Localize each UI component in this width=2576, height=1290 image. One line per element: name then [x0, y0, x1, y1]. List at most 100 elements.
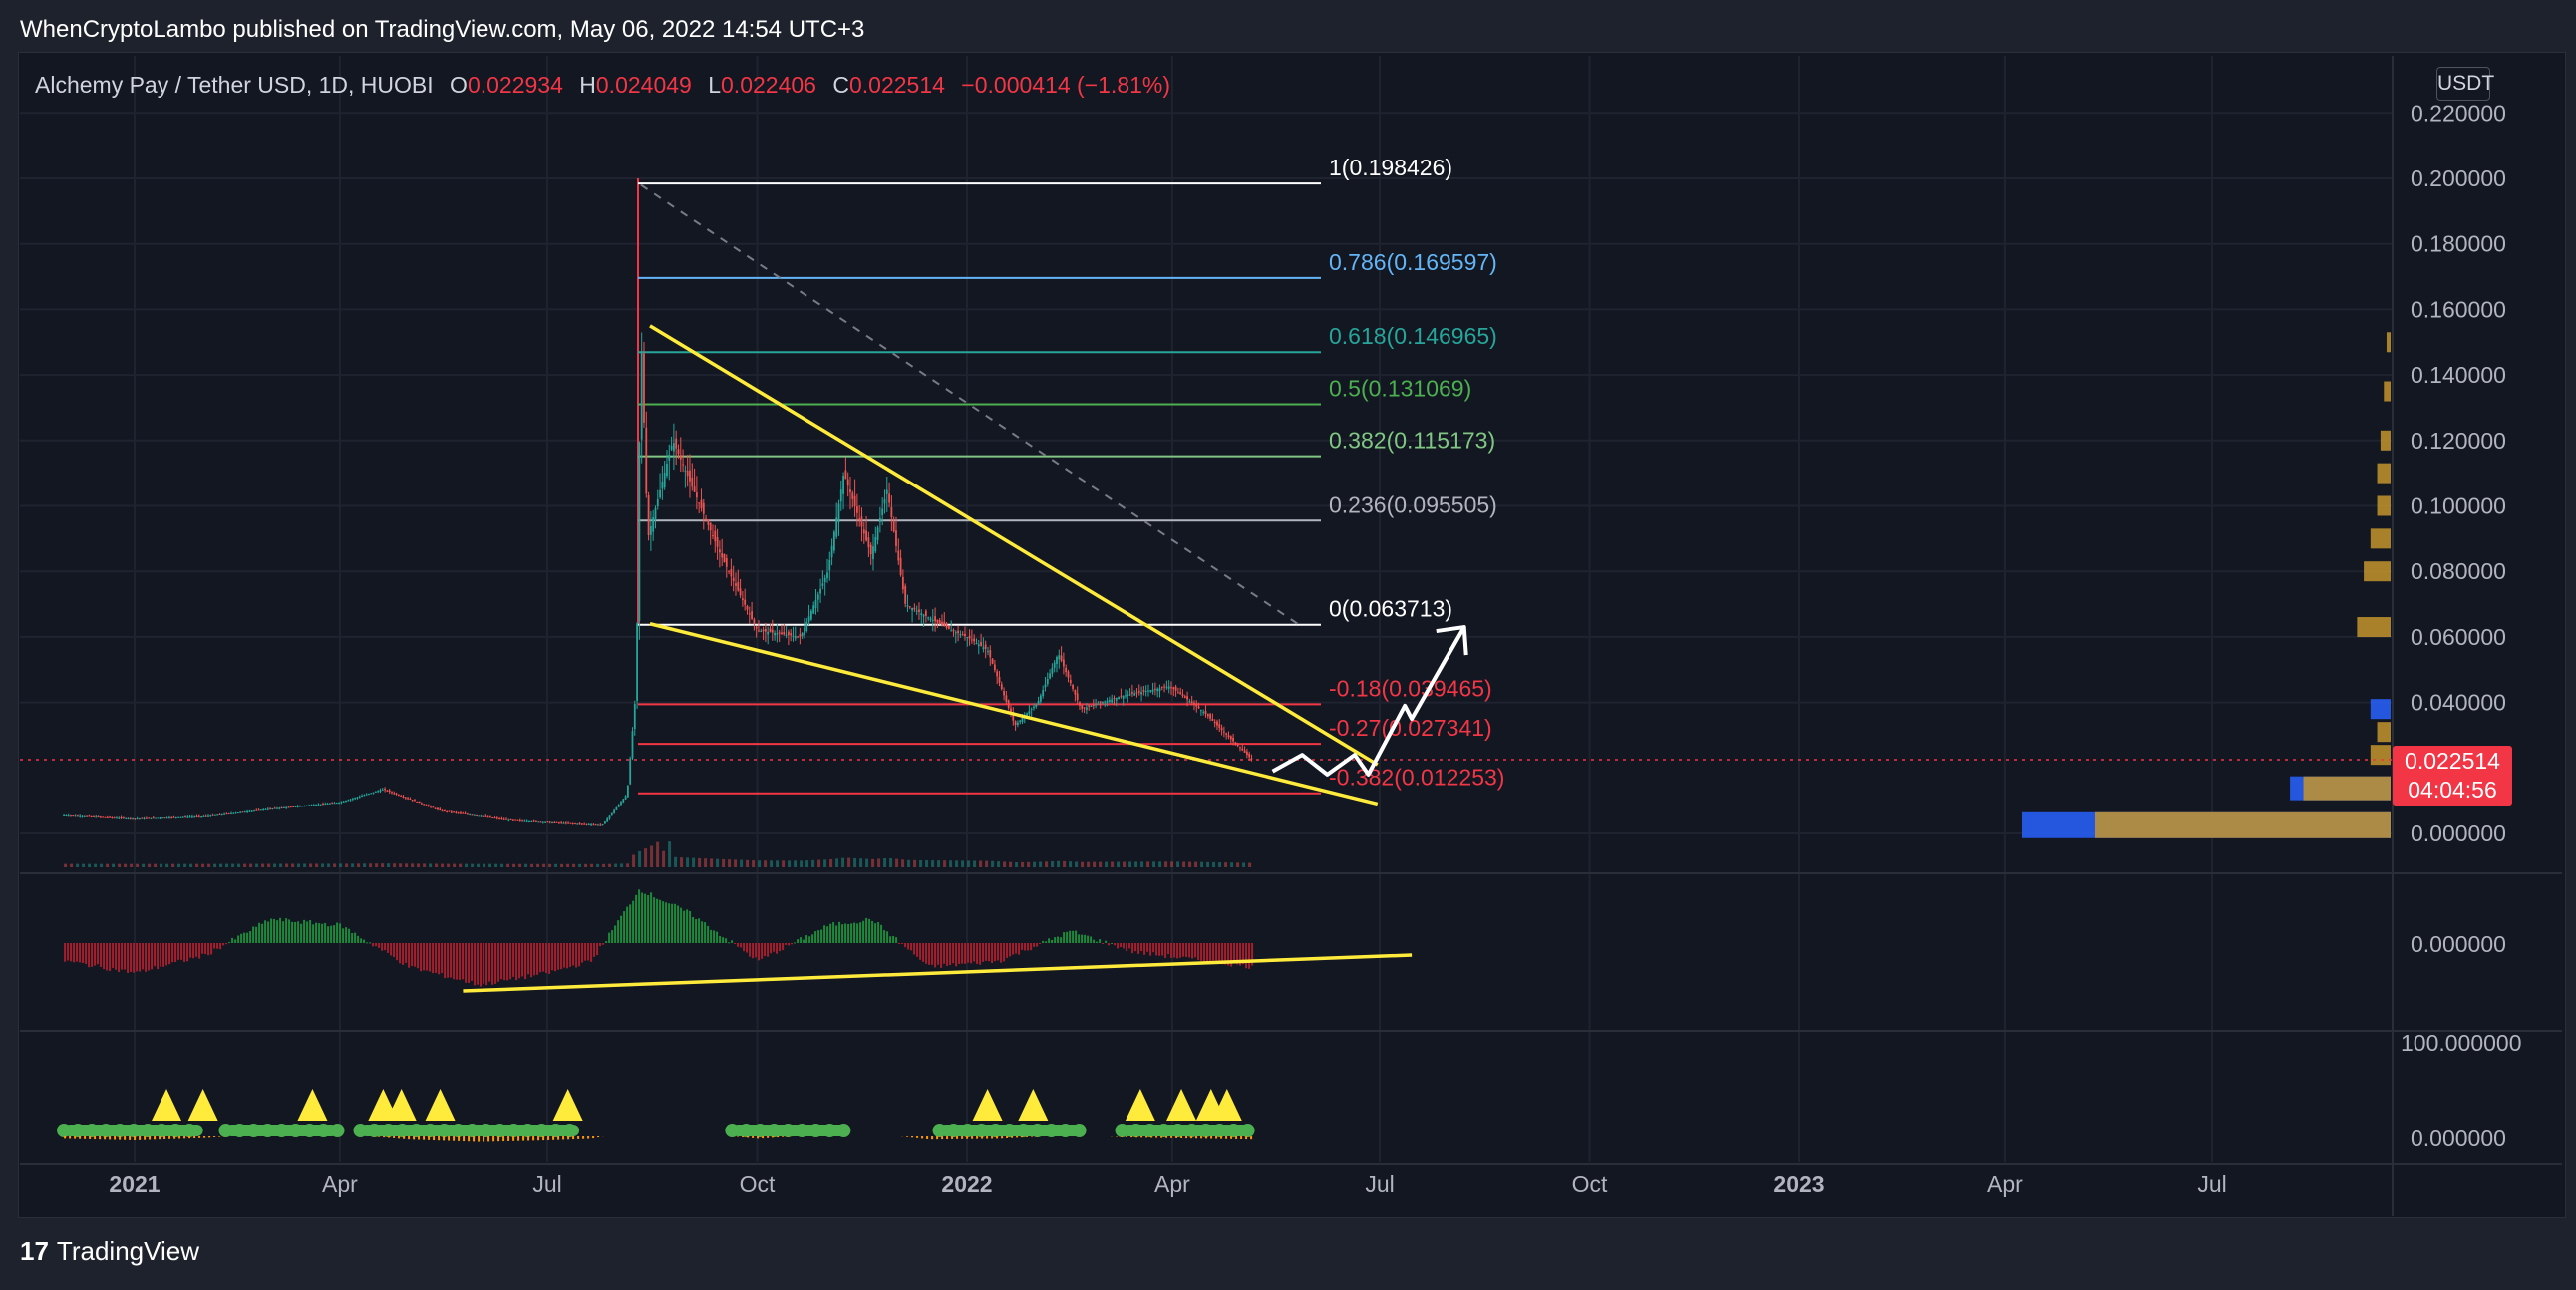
- volume-bar: [650, 845, 654, 867]
- oscillator-bar: [584, 943, 587, 961]
- oscillator-bar: [372, 943, 375, 947]
- candle-body: [998, 676, 1001, 683]
- volume-bar: [1146, 861, 1150, 867]
- oscillator-bar: [1203, 943, 1206, 963]
- volume-bar: [160, 863, 163, 867]
- candle-body: [548, 821, 551, 823]
- signal-histogram-bar: [149, 1136, 152, 1140]
- oscillator-bar: [716, 931, 719, 943]
- signal-tick-label: 100.000000: [2401, 1030, 2522, 1056]
- candle-body: [741, 598, 744, 601]
- signal-histogram-bar: [582, 1136, 585, 1139]
- fib-diagonal-line: [640, 183, 1299, 625]
- oscillator-bar: [668, 903, 671, 943]
- oscillator-bar: [1197, 943, 1200, 960]
- candle-body: [624, 796, 627, 800]
- candle-body: [774, 632, 776, 636]
- oscillator-bar: [270, 918, 273, 943]
- candle-body: [1097, 703, 1100, 705]
- candle-body: [927, 617, 930, 619]
- candle-body: [576, 823, 579, 825]
- oscillator-bar: [1018, 943, 1021, 955]
- signal-histogram-bar: [1205, 1136, 1208, 1139]
- candle-body: [643, 353, 645, 423]
- candle-body: [1245, 751, 1248, 756]
- volume-bar: [387, 863, 391, 867]
- candle-body: [544, 821, 546, 823]
- oscillator-bar: [551, 943, 554, 971]
- oscillator-bar: [937, 943, 940, 965]
- signal-histogram-bar: [537, 1136, 540, 1141]
- oscillator-bar: [136, 943, 139, 972]
- oscillator-bar: [213, 943, 216, 949]
- volume-bar: [309, 863, 313, 867]
- footer-brand[interactable]: 17 TradingView: [20, 1236, 199, 1267]
- volume-bar: [130, 863, 134, 867]
- candle-body: [1151, 689, 1154, 692]
- oscillator-bar: [423, 943, 426, 971]
- candle-body: [439, 808, 442, 810]
- candle-body: [668, 454, 671, 461]
- volume-bar: [542, 863, 546, 867]
- signal-dot: [274, 1124, 289, 1137]
- candle-body: [721, 552, 724, 558]
- currency-badge[interactable]: USDT: [2436, 67, 2494, 101]
- symbol-name[interactable]: Alchemy Pay / Tether USD, 1D, HUOBI: [35, 72, 434, 98]
- oscillator-bar: [198, 943, 201, 959]
- volume-bar: [566, 863, 570, 867]
- oscillator-bar: [471, 943, 474, 981]
- oscillator-bar: [865, 917, 868, 943]
- candle-body: [1010, 708, 1012, 715]
- oscillator-bar: [1069, 930, 1072, 943]
- candle-body: [957, 630, 959, 634]
- signal-dot: [182, 1124, 197, 1137]
- candle-body: [764, 628, 767, 632]
- oscillator-bar: [85, 943, 88, 964]
- oscillator-bar: [183, 943, 186, 962]
- buy-signal-triangle-icon: [297, 1089, 328, 1121]
- oscillator-bar: [396, 943, 399, 961]
- oscillator-bar: [931, 943, 934, 965]
- signal-histogram-bar: [203, 1136, 206, 1138]
- candle-body: [209, 815, 212, 817]
- signal-dot: [1212, 1124, 1227, 1137]
- candle-body: [150, 817, 153, 819]
- signal-dot: [330, 1124, 345, 1137]
- candle-body: [539, 821, 542, 823]
- oscillator-bar: [922, 943, 925, 962]
- candle-body: [814, 599, 817, 608]
- oscillator-bar: [1096, 941, 1099, 943]
- oscillator-bar: [503, 943, 506, 981]
- signal-histogram-bar: [512, 1136, 515, 1141]
- chart-frame[interactable]: [18, 52, 2566, 1218]
- oscillator-bar: [1114, 943, 1117, 946]
- oscillator-bar: [955, 943, 958, 967]
- oscillator-bar: [746, 943, 749, 953]
- signal-histogram-bar: [1135, 1136, 1138, 1138]
- oscillator-bar: [399, 943, 402, 964]
- signal-histogram-bar: [502, 1136, 505, 1142]
- oscillator-bar: [734, 943, 737, 944]
- candle-body: [672, 443, 675, 452]
- candle-body: [1160, 686, 1163, 688]
- oscillator-bar: [378, 943, 381, 948]
- candle-body: [190, 816, 193, 818]
- volume-profile-bar: [2380, 430, 2391, 451]
- buy-signal-triangle-icon: [1211, 1089, 1242, 1121]
- volume-bar: [704, 858, 708, 867]
- candle-body: [959, 634, 962, 636]
- signal-histogram-bar: [517, 1136, 520, 1141]
- candle-body: [1140, 692, 1142, 695]
- candle-body: [1115, 697, 1118, 701]
- candle-body: [1095, 704, 1097, 706]
- candle-body: [473, 814, 476, 816]
- oscillator-bar: [327, 926, 330, 943]
- volume-bar: [315, 863, 319, 867]
- signal-histogram-bar: [139, 1136, 142, 1140]
- candle-body: [1062, 659, 1065, 667]
- oscillator-bar: [234, 939, 237, 943]
- volume-bar: [883, 857, 887, 867]
- candle-body: [537, 821, 540, 823]
- candle-body: [457, 812, 460, 814]
